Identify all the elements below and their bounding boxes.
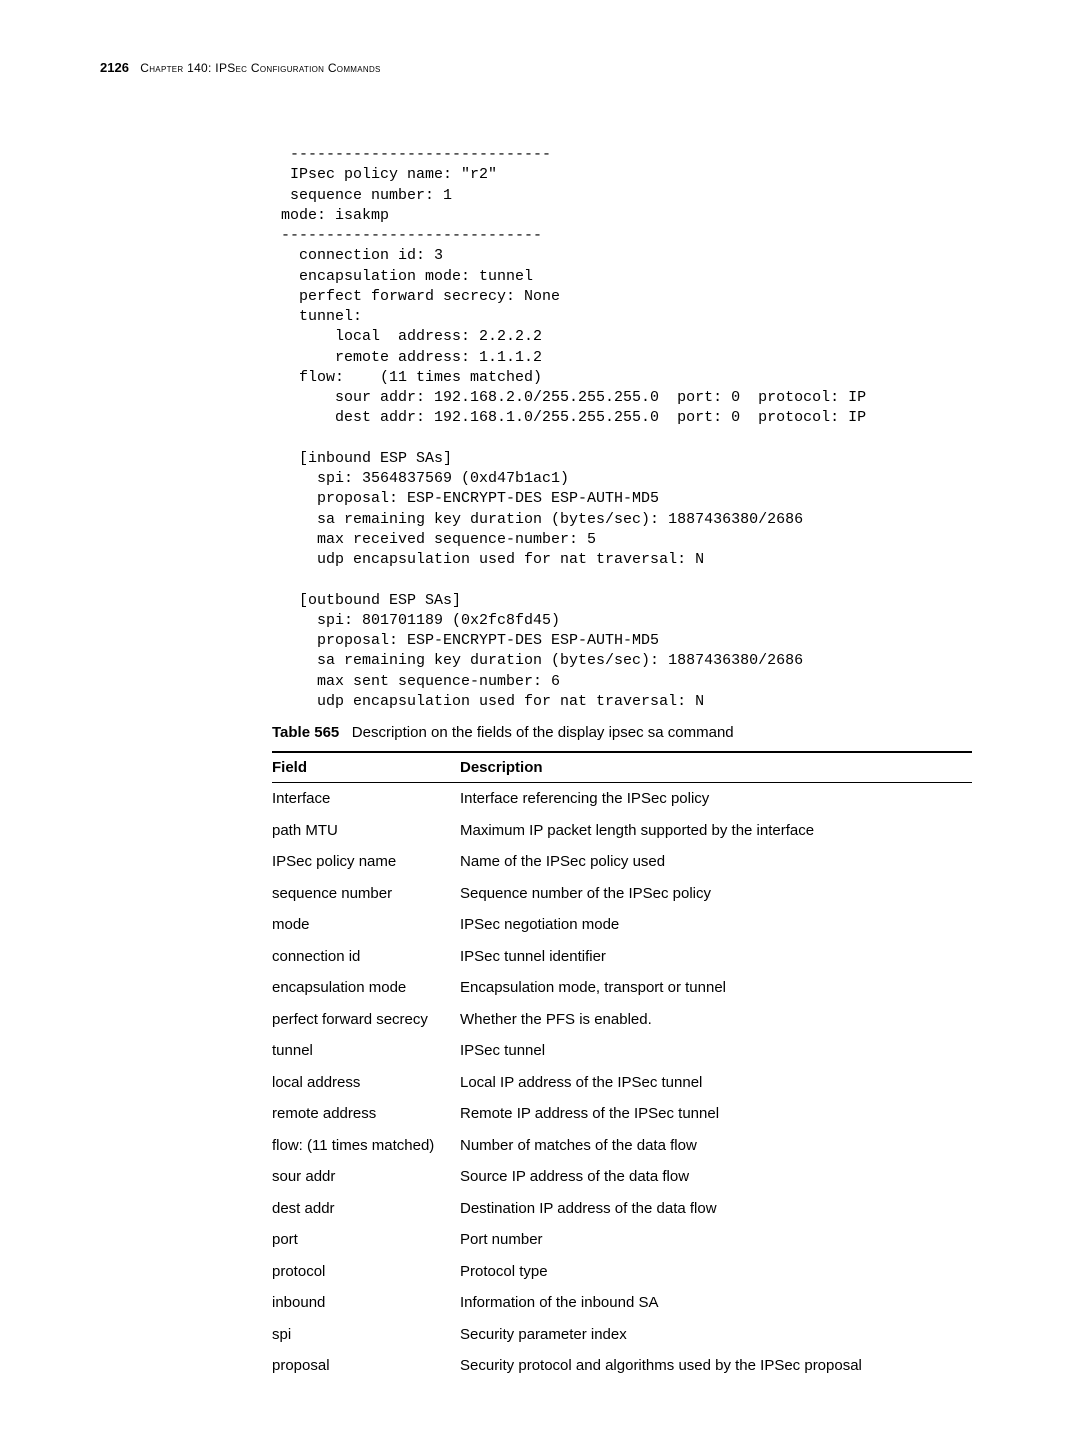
table-row: proposalSecurity protocol and algorithms… [272,1350,972,1382]
table-row: spiSecurity parameter index [272,1319,972,1351]
table-cell-description: Maximum IP packet length supported by th… [460,815,972,847]
table-cell-field: protocol [272,1256,460,1288]
table-row: IPSec policy nameName of the IPSec polic… [272,846,972,878]
table-row: InterfaceInterface referencing the IPSec… [272,783,972,815]
column-header-field: Field [272,752,460,783]
table-cell-field: encapsulation mode [272,972,460,1004]
table-row: local addressLocal IP address of the IPS… [272,1067,972,1099]
table-cell-description: Number of matches of the data flow [460,1130,972,1162]
table-row: encapsulation modeEncapsulation mode, tr… [272,972,972,1004]
table-cell-field: perfect forward secrecy [272,1004,460,1036]
table-cell-field: flow: (11 times matched) [272,1130,460,1162]
table-label: Table 565 [272,724,339,741]
table-cell-field: local address [272,1067,460,1099]
table-row: inboundInformation of the inbound SA [272,1287,972,1319]
table-cell-field: inbound [272,1287,460,1319]
table-row: portPort number [272,1224,972,1256]
table-cell-field: connection id [272,941,460,973]
table-cell-description: Security protocol and algorithms used by… [460,1350,972,1382]
table-row: flow: (11 times matched)Number of matche… [272,1130,972,1162]
table-row: connection idIPSec tunnel identifier [272,941,972,973]
table-row: protocolProtocol type [272,1256,972,1288]
table-cell-description: Encapsulation mode, transport or tunnel [460,972,972,1004]
table-cell-field: tunnel [272,1035,460,1067]
table-row: path MTUMaximum IP packet length support… [272,815,972,847]
table-caption-desc: Description on the fields of the display… [352,724,734,741]
table-cell-description: Information of the inbound SA [460,1287,972,1319]
fields-table: Field Description InterfaceInterface ref… [272,751,972,1382]
table-cell-field: IPSec policy name [272,846,460,878]
table-cell-description: Destination IP address of the data flow [460,1193,972,1225]
column-header-description: Description [460,752,972,783]
page-number: 2126 [100,60,129,75]
table-row: perfect forward secrecyWhether the PFS i… [272,1004,972,1036]
table-cell-field: mode [272,909,460,941]
table-cell-field: sequence number [272,878,460,910]
table-cell-description: Protocol type [460,1256,972,1288]
table-caption-text [343,724,351,741]
table-header-row: Field Description [272,752,972,783]
table-row: tunnelIPSec tunnel [272,1035,972,1067]
table-row: dest addrDestination IP address of the d… [272,1193,972,1225]
page-header: 2126 Chapter 140: IPSec Configuration Co… [100,60,980,75]
table-cell-description: Whether the PFS is enabled. [460,1004,972,1036]
table-cell-field: sour addr [272,1161,460,1193]
chapter-title: Chapter 140: IPSec Configuration Command… [140,61,380,75]
table-cell-field: spi [272,1319,460,1351]
command-output: ----------------------------- IPsec poli… [272,145,980,712]
table-cell-field: port [272,1224,460,1256]
table-cell-description: IPSec tunnel identifier [460,941,972,973]
table-caption: Table 565 Description on the fields of t… [272,724,980,741]
table-row: sequence numberSequence number of the IP… [272,878,972,910]
table-cell-description: Port number [460,1224,972,1256]
table-cell-description: Interface referencing the IPSec policy [460,783,972,815]
table-cell-description: Sequence number of the IPSec policy [460,878,972,910]
table-cell-description: IPSec tunnel [460,1035,972,1067]
table-cell-field: remote address [272,1098,460,1130]
table-cell-description: Source IP address of the data flow [460,1161,972,1193]
table-row: sour addrSource IP address of the data f… [272,1161,972,1193]
table-cell-field: path MTU [272,815,460,847]
table-cell-description: Security parameter index [460,1319,972,1351]
table-cell-field: dest addr [272,1193,460,1225]
table-row: modeIPSec negotiation mode [272,909,972,941]
table-cell-description: Local IP address of the IPSec tunnel [460,1067,972,1099]
table-cell-field: proposal [272,1350,460,1382]
table-cell-description: Name of the IPSec policy used [460,846,972,878]
document-page: 2126 Chapter 140: IPSec Configuration Co… [0,0,1080,1442]
table-cell-description: IPSec negotiation mode [460,909,972,941]
table-cell-description: Remote IP address of the IPSec tunnel [460,1098,972,1130]
table-cell-field: Interface [272,783,460,815]
table-row: remote addressRemote IP address of the I… [272,1098,972,1130]
